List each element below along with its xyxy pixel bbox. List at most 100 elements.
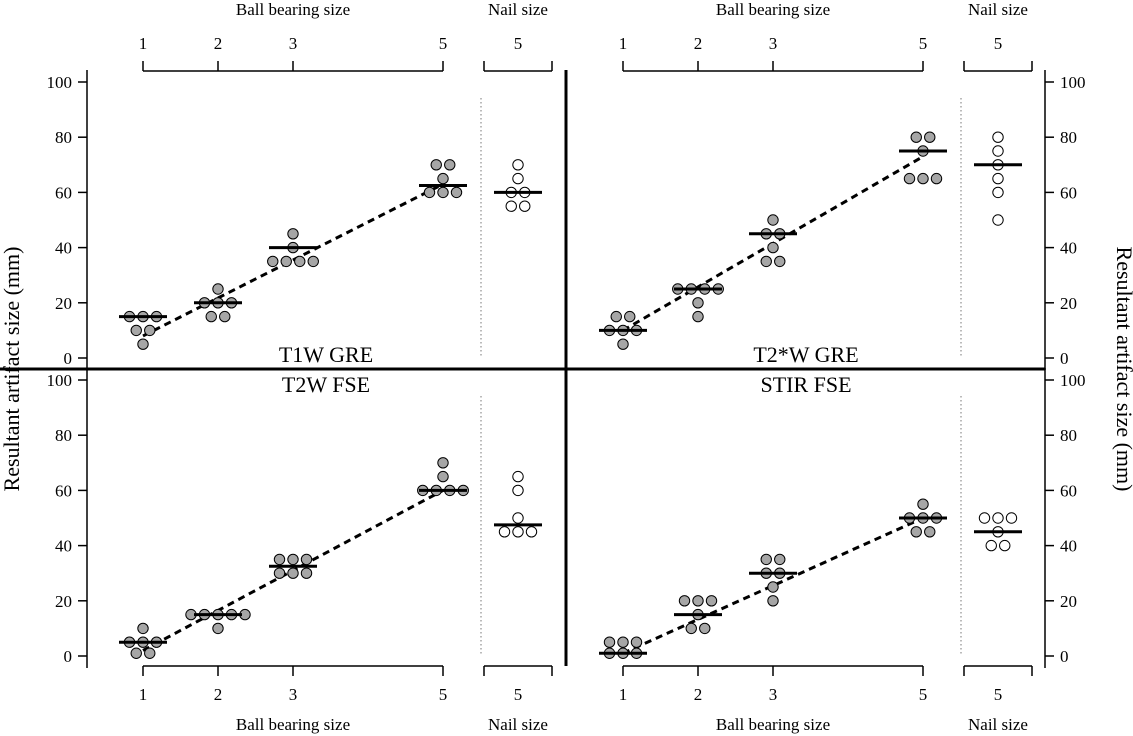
data-point-nail [992, 172, 1004, 185]
data-point-bearing [280, 255, 292, 268]
data-point-bearing [699, 622, 711, 635]
data-point-nail [512, 159, 524, 171]
panel-title: T1W GRE [279, 342, 373, 367]
data-point-bearing [760, 255, 772, 268]
y-tick-label: 20 [1060, 294, 1077, 313]
data-point-nail [505, 200, 517, 212]
data-point-bearing [219, 310, 231, 323]
data-point-bearing [624, 310, 636, 323]
data-point-bearing [287, 567, 299, 579]
panel-title: T2*W GRE [753, 342, 858, 367]
data-point-bearing [437, 457, 449, 469]
data-point-bearing [685, 622, 697, 635]
x-tick-label-top: 1 [619, 34, 628, 53]
x-tick-label-top: 3 [769, 34, 778, 53]
data-point-bearing [437, 470, 449, 483]
panel-t2w-fse [119, 396, 542, 659]
x-tick-label-top-nail: 5 [514, 34, 523, 53]
data-point-bearing [423, 186, 436, 199]
y-tick-label: 60 [1060, 481, 1077, 500]
data-point-bearing [767, 581, 779, 593]
x-tick-label-top: 5 [439, 34, 448, 53]
data-point-nail [498, 526, 511, 538]
data-point-bearing [603, 636, 616, 648]
data-point-bearing [212, 283, 224, 295]
data-point-bearing [910, 526, 922, 538]
x-tick-label-bottom: 1 [139, 685, 148, 704]
data-point-bearing [212, 622, 224, 635]
panel-title: T2W FSE [282, 372, 370, 397]
y-tick-label: 60 [55, 481, 72, 500]
data-point-nail [999, 539, 1011, 552]
data-point-bearing [917, 498, 929, 510]
data-point-bearing [130, 324, 142, 337]
data-point-bearing [692, 297, 704, 309]
data-point-nail [992, 186, 1004, 199]
y-tick-label: 60 [1060, 183, 1077, 202]
x-tick-label-bottom: 1 [619, 685, 628, 704]
y-tick-label: 20 [55, 294, 72, 313]
data-point-bearing [774, 553, 786, 566]
x-axis-title-top-bearing: Ball bearing size [236, 0, 350, 19]
panel-t1w-gre [119, 98, 542, 358]
data-point-nail [1005, 512, 1018, 524]
y-tick-label: 80 [55, 426, 72, 445]
panel-t2-w-gre [599, 98, 1022, 358]
data-point-bearing [903, 172, 916, 185]
y-tick-label: 40 [55, 239, 72, 258]
chart-marks [119, 98, 1022, 659]
x-tick-label-bottom-nail: 5 [514, 685, 523, 704]
data-point-nail [978, 512, 991, 524]
data-point-bearing [137, 622, 149, 635]
data-point-bearing [610, 310, 622, 323]
y-tick-label: 80 [1060, 426, 1077, 445]
data-point-nail [992, 131, 1004, 143]
data-point-bearing [287, 553, 299, 566]
y-tick-label: 100 [1060, 371, 1086, 390]
data-point-bearing [692, 595, 704, 607]
x-axis-title-top-nail: Nail size [488, 0, 548, 19]
data-point-bearing [437, 186, 449, 199]
data-point-bearing [450, 186, 463, 199]
y-tick-label: 100 [47, 73, 73, 92]
x-axis-title-bottom-nail: Nail size [968, 715, 1028, 734]
y-tick-label: 100 [1060, 73, 1086, 92]
data-point-bearing [273, 553, 286, 566]
x-tick-label-top-nail: 5 [994, 34, 1003, 53]
x-axis-title-top-nail: Nail size [968, 0, 1028, 19]
data-point-nail [512, 484, 524, 497]
data-point-bearing [924, 131, 936, 143]
y-tick-label: 40 [1060, 537, 1077, 556]
data-point-nail [985, 539, 997, 552]
data-point-bearing [130, 647, 142, 659]
data-point-bearing [430, 159, 442, 171]
y-axis-title-left: Resultant artifact size (mm) [0, 247, 24, 492]
x-axis-title-bottom-nail: Nail size [488, 715, 548, 734]
data-point-bearing [444, 159, 456, 171]
x-tick-label-top: 2 [214, 34, 223, 53]
chart-frame [0, 61, 1054, 676]
data-point-bearing [205, 310, 217, 323]
data-point-bearing [692, 310, 704, 323]
data-point-bearing [760, 553, 772, 566]
x-tick-label-top: 3 [289, 34, 298, 53]
y-tick-label: 20 [55, 592, 72, 611]
data-point-bearing [930, 172, 943, 185]
data-point-nail [992, 214, 1004, 226]
data-point-bearing [144, 647, 156, 659]
data-point-bearing [300, 567, 313, 579]
y-tick-label: 40 [55, 537, 72, 556]
y-tick-label: 80 [1060, 128, 1077, 147]
data-point-nail [519, 200, 531, 212]
data-point-bearing [273, 567, 286, 579]
y-tick-label: 100 [47, 371, 73, 390]
x-axis-title-bottom-bearing: Ball bearing size [236, 715, 350, 734]
x-tick-label-bottom: 2 [694, 685, 703, 704]
x-tick-label-top: 2 [694, 34, 703, 53]
x-tick-label-bottom: 3 [769, 685, 778, 704]
y-axis-title-right: Resultant artifact size (mm) [1112, 247, 1133, 492]
data-point-nail [992, 145, 1004, 157]
data-point-nail [512, 470, 524, 483]
